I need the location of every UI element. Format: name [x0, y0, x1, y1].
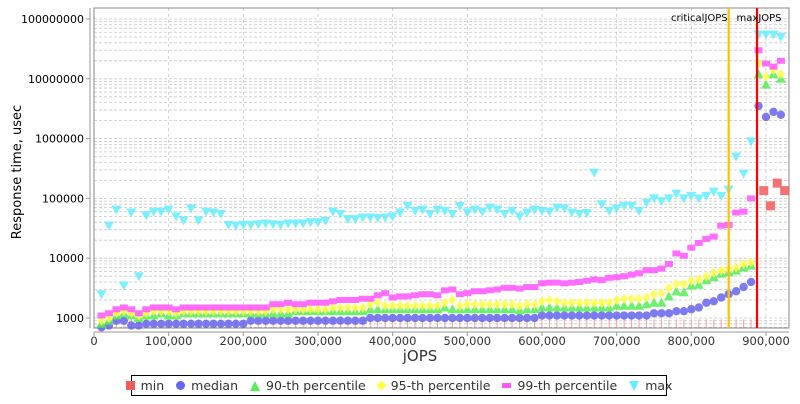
critical-jops-label: criticalJOPS: [671, 13, 728, 24]
y-tick-label: 100000: [42, 192, 84, 205]
plot-background: [94, 8, 789, 328]
x-tick-label: 400,000: [369, 334, 417, 348]
x-tick-label: 500,000: [444, 334, 492, 348]
x-tick-label: 600,000: [518, 334, 566, 348]
circle-marker-icon: [176, 381, 186, 390]
y-tick-label: 10000000: [28, 73, 84, 86]
x-tick-label: 300,000: [294, 334, 342, 348]
legend-label: max: [645, 378, 673, 393]
y-tick-label: 1000000: [35, 133, 84, 146]
legend-label: min: [140, 378, 165, 393]
legend-label: median: [191, 378, 238, 393]
legend-item-max: max: [629, 378, 672, 393]
triangle-down-marker-icon: [629, 380, 640, 391]
diamond-marker-icon: [376, 380, 387, 391]
legend-item-90th: 90-th percentile: [250, 378, 366, 393]
legend-item-median: median: [176, 378, 238, 393]
y-axis-label: Response time, usec: [10, 104, 25, 240]
x-tick-label: 700,000: [593, 334, 641, 348]
y-tick-label: 10000: [49, 252, 84, 265]
x-tick-label: 100,000: [145, 334, 193, 348]
x-tick-label: 0: [90, 334, 97, 348]
legend-item-95th: 95-th percentile: [376, 378, 491, 393]
y-tick-label: 100000000: [21, 13, 84, 26]
legend-item-min: min: [125, 378, 165, 393]
triangle-up-marker-icon: [250, 380, 260, 391]
legend-item-99th: 99-th percentile: [502, 378, 617, 393]
x-tick-label: 200,000: [220, 334, 268, 348]
legend: min median 90-th percentile 95-th percen…: [125, 375, 672, 396]
x-axis-label: jOPS: [402, 347, 438, 365]
y-tick-label: 1000: [56, 312, 84, 325]
x-tick-label: 800,000: [668, 334, 716, 348]
legend-label: 99-th percentile: [517, 378, 618, 393]
series-max: [96, 30, 786, 300]
plot-frame: [93, 7, 790, 329]
series-99-th-percentile: [97, 47, 785, 319]
max-jops-label: maxJOPS: [737, 13, 782, 24]
legend-label: 95-th percentile: [390, 378, 491, 393]
series-min: [759, 178, 790, 211]
x-tick-label: 900,000: [742, 334, 790, 348]
square-marker-icon: [125, 381, 135, 390]
small-square-marker-icon: [502, 383, 512, 388]
legend-label: 90-th percentile: [266, 378, 366, 393]
